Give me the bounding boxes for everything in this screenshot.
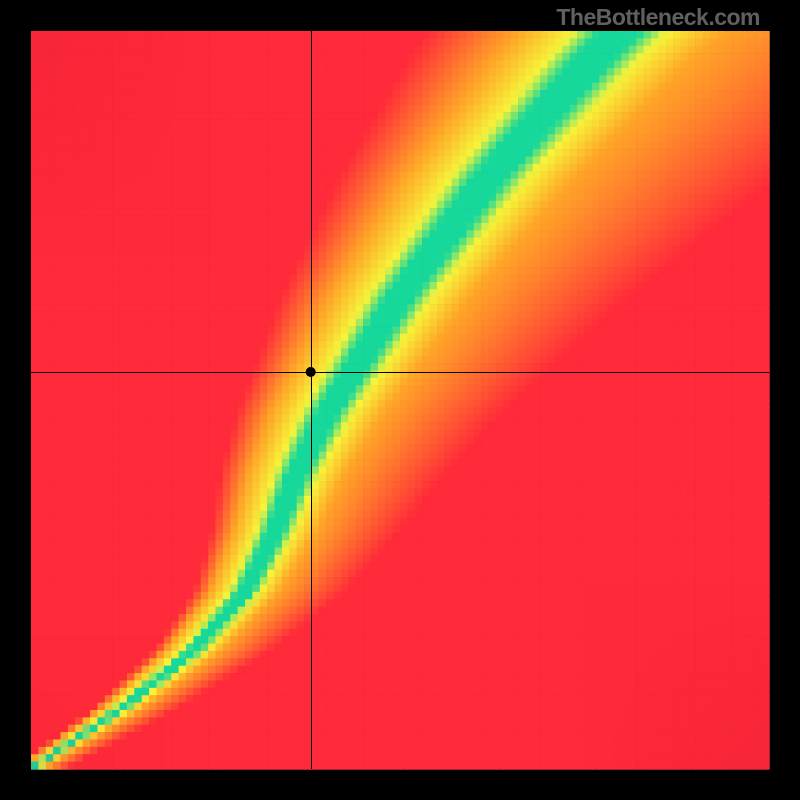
- bottleneck-heatmap: [0, 0, 800, 800]
- chart-container: TheBottleneck.com: [0, 0, 800, 800]
- watermark-text: TheBottleneck.com: [556, 4, 760, 31]
